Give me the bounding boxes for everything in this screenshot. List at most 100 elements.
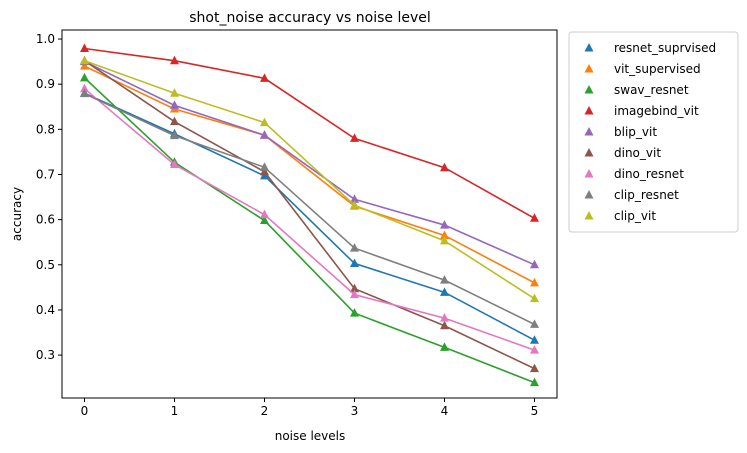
y-tick-label: 0.4 <box>36 303 55 317</box>
y-tick-label: 0.6 <box>36 213 55 227</box>
y-tick-label: 0.8 <box>36 122 55 136</box>
data-point <box>440 313 449 322</box>
legend-marker <box>584 148 594 157</box>
series-line <box>83 77 535 384</box>
data-point <box>440 342 449 351</box>
y-axis-label: accuracy <box>10 187 24 241</box>
data-point <box>170 55 179 65</box>
data-point <box>260 117 269 127</box>
y-tick-label: 0.7 <box>36 167 55 181</box>
legend-item: imagebind_vit <box>584 104 699 118</box>
plot-border <box>61 29 558 399</box>
data-point <box>530 335 539 344</box>
data-point <box>530 319 539 328</box>
data-point <box>170 88 179 97</box>
data-point <box>530 345 539 354</box>
data-point <box>80 83 89 93</box>
data-point <box>260 73 269 82</box>
legend-marker <box>584 43 594 52</box>
data-point <box>440 220 449 229</box>
legend-label: clip_resnet <box>614 188 679 202</box>
series-dino_resnet <box>80 83 539 354</box>
plot-area: 0 1 2 3 4 5 0.3 0.4 0.5 0.6 0.7 0.8 0.9 1.0 <box>36 29 558 418</box>
data-point <box>440 230 449 239</box>
legend-marker <box>584 64 594 73</box>
data-point <box>530 277 539 287</box>
data-point <box>260 162 269 171</box>
y-tick-label: 1.0 <box>36 32 55 46</box>
data-point <box>440 287 449 296</box>
legend-label: dino_vit <box>614 146 661 160</box>
data-point <box>350 133 359 142</box>
legend-marker <box>584 127 594 136</box>
series-line <box>84 92 535 326</box>
data-point <box>80 61 89 70</box>
series-line <box>84 59 535 300</box>
data-point <box>440 235 449 245</box>
series-clip_vit <box>80 55 539 303</box>
legend: resnet_suprvised vit_supervised swav_resne… <box>568 31 739 233</box>
legend-marker <box>584 211 594 220</box>
legend-marker <box>584 169 594 178</box>
x-tick-label: 5 <box>531 404 539 418</box>
data-point <box>80 55 89 65</box>
series-imagebind_vit <box>80 43 539 222</box>
y-tick-label: 0.5 <box>36 258 55 272</box>
data-point <box>440 162 449 172</box>
legend-item: clip_resnet <box>584 188 679 202</box>
data-point <box>350 258 359 267</box>
data-point <box>170 159 179 169</box>
data-point <box>350 283 359 293</box>
legend-marker <box>584 85 594 94</box>
x-tick-label: 0 <box>81 404 89 418</box>
legend-label: swav_resnet <box>614 83 689 97</box>
data-point <box>530 363 539 373</box>
legend-frame <box>568 31 739 233</box>
data-point <box>170 100 179 109</box>
data-point <box>350 308 359 317</box>
legend-label: vit_supervised <box>614 62 701 76</box>
data-point <box>440 275 449 284</box>
series-clip_resnet <box>80 88 539 328</box>
legend-item: resnet_suprvised <box>584 41 716 55</box>
data-point <box>440 320 449 330</box>
x-tick-label: 1 <box>171 404 179 418</box>
legend-label: resnet_suprvised <box>614 41 716 55</box>
plot-frame <box>62 30 557 398</box>
series-line <box>84 60 535 370</box>
series-line <box>84 47 535 219</box>
data-point <box>350 200 359 209</box>
legend-item: dino_resnet <box>584 167 684 181</box>
series-line <box>84 65 535 284</box>
legend-label: dino_resnet <box>614 167 684 181</box>
legend-item: vit_supervised <box>584 62 701 76</box>
series-line <box>84 60 535 266</box>
data-point <box>260 166 269 176</box>
x-tick-label: 3 <box>351 404 359 418</box>
data-point <box>530 213 539 222</box>
legend-marker <box>584 190 594 199</box>
y-tick-label: 0.9 <box>36 77 55 91</box>
legend-item: dino_vit <box>584 146 661 160</box>
legend-item: blip_vit <box>584 125 657 139</box>
data-point <box>260 215 269 225</box>
data-point <box>350 243 359 252</box>
data-point <box>530 259 539 269</box>
data-point <box>80 72 89 82</box>
legend-item: swav_resnet <box>584 83 689 97</box>
data-point <box>530 293 539 303</box>
data-point <box>350 194 359 203</box>
series-line <box>84 92 535 341</box>
data-point <box>260 130 269 139</box>
x-axis-label: noise levels <box>275 429 346 443</box>
x-tick-label: 2 <box>261 404 269 418</box>
legend-marker <box>584 106 594 115</box>
data-point <box>170 130 179 140</box>
data-point <box>530 377 539 387</box>
x-tick-label: 4 <box>441 404 449 418</box>
data-point <box>170 116 179 126</box>
data-point <box>80 88 89 98</box>
legend-label: clip_vit <box>614 209 656 223</box>
series-line <box>83 88 535 351</box>
